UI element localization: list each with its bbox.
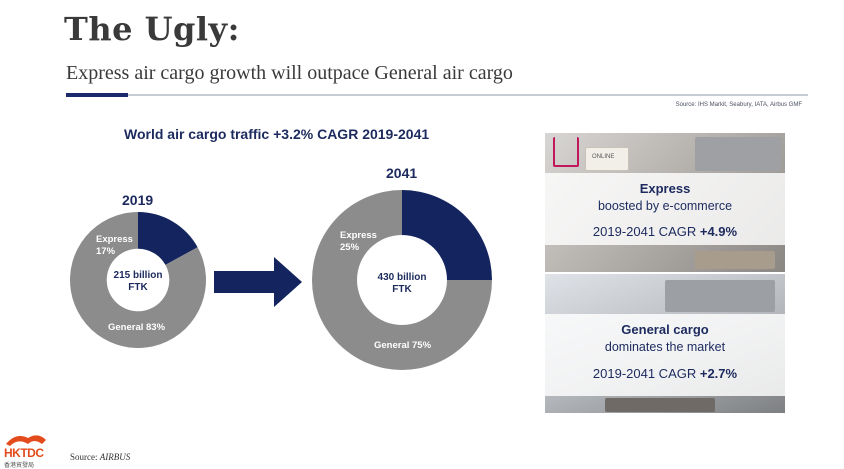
- data-source-note: Source: IHS Markit, Seabury, IATA, Airbu…: [675, 102, 802, 108]
- parcel-photo-shape: ONLINE: [585, 147, 629, 171]
- growth-arrow-icon: [214, 257, 302, 307]
- express-card-heading: Express: [639, 181, 691, 196]
- center-label-2019-amount: 215 billion: [113, 270, 163, 281]
- footer-source: Source: AIRBUS: [70, 452, 130, 462]
- express-card-cagr: 2019-2041 CAGR +4.9%: [545, 224, 785, 239]
- slice-label-express-2019: Express 17%: [96, 234, 133, 258]
- slice-label-express-2019-name: Express: [96, 234, 133, 245]
- general-cagr-value: +2.7%: [699, 366, 738, 381]
- box-photo-shape: [695, 251, 775, 269]
- donut-slice-general-2019: [69, 212, 206, 348]
- center-label-2019: 215 billion FTK: [100, 270, 176, 294]
- center-label-2019-unit: FTK: [128, 282, 148, 293]
- donut-chart-2019: [69, 212, 206, 348]
- shopping-cart-icon: [553, 137, 579, 167]
- general-card-band: [545, 314, 785, 396]
- donut-slice-express-2041: [402, 190, 492, 280]
- general-card-subheading: dominates the market: [604, 340, 726, 354]
- slice-label-general-2019: General 83%: [108, 322, 166, 333]
- general-card-heading: General cargo: [621, 322, 709, 337]
- donut-slice-express-2019: [138, 212, 198, 265]
- parcel-tag-text: ONLINE: [592, 154, 615, 160]
- express-cagr-label: 2019-2041 CAGR: [592, 224, 700, 239]
- donut-chart-2041: [312, 190, 492, 370]
- tarmac-photo-shape: [605, 398, 715, 412]
- general-cagr-label: 2019-2041 CAGR: [592, 366, 700, 381]
- slice-label-express-2041: Express 25%: [340, 230, 377, 254]
- slide-title: The Ugly:: [64, 10, 240, 48]
- cargo-pallet-photo-shape: [665, 280, 775, 312]
- donut-slice-general-2041: [312, 190, 492, 370]
- year-label-2019: 2019: [122, 192, 154, 208]
- footer-source-name: AIRBUS: [99, 452, 131, 462]
- footer-source-prefix: Source:: [70, 452, 100, 462]
- slide-subtitle: Express air cargo growth will outpace Ge…: [66, 62, 513, 84]
- laptop-photo-shape: [695, 137, 781, 171]
- express-card: ONLINE Express boosted by e-commerce 201…: [545, 133, 785, 272]
- title-divider-accent: [66, 93, 128, 97]
- title-divider: [66, 94, 808, 96]
- express-card-subheading: boosted by e-commerce: [597, 199, 733, 213]
- hktdc-logo-icon: [6, 435, 46, 446]
- center-label-2041-unit: FTK: [392, 284, 412, 295]
- express-card-band: [545, 173, 785, 245]
- hktdc-logo-chinese: 香港貿發局: [4, 463, 35, 469]
- chart-headline: World air cargo traffic +3.2% CAGR 2019-…: [124, 126, 430, 142]
- year-label-2041: 2041: [386, 165, 418, 181]
- general-card-cagr: 2019-2041 CAGR +2.7%: [545, 366, 785, 381]
- slice-label-general-2041: General 75%: [374, 340, 432, 351]
- general-cargo-card: General cargo dominates the market 2019-…: [545, 274, 785, 413]
- center-label-2041-amount: 430 billion: [377, 272, 427, 283]
- slice-label-express-2019-value: 17%: [96, 246, 116, 257]
- hktdc-logo-text: HKTDC: [4, 446, 44, 460]
- express-cagr-value: +4.9%: [699, 224, 738, 239]
- slice-label-express-2041-value: 25%: [340, 242, 360, 253]
- slice-label-express-2041-name: Express: [340, 230, 377, 241]
- center-label-2041: 430 billion FTK: [362, 272, 442, 296]
